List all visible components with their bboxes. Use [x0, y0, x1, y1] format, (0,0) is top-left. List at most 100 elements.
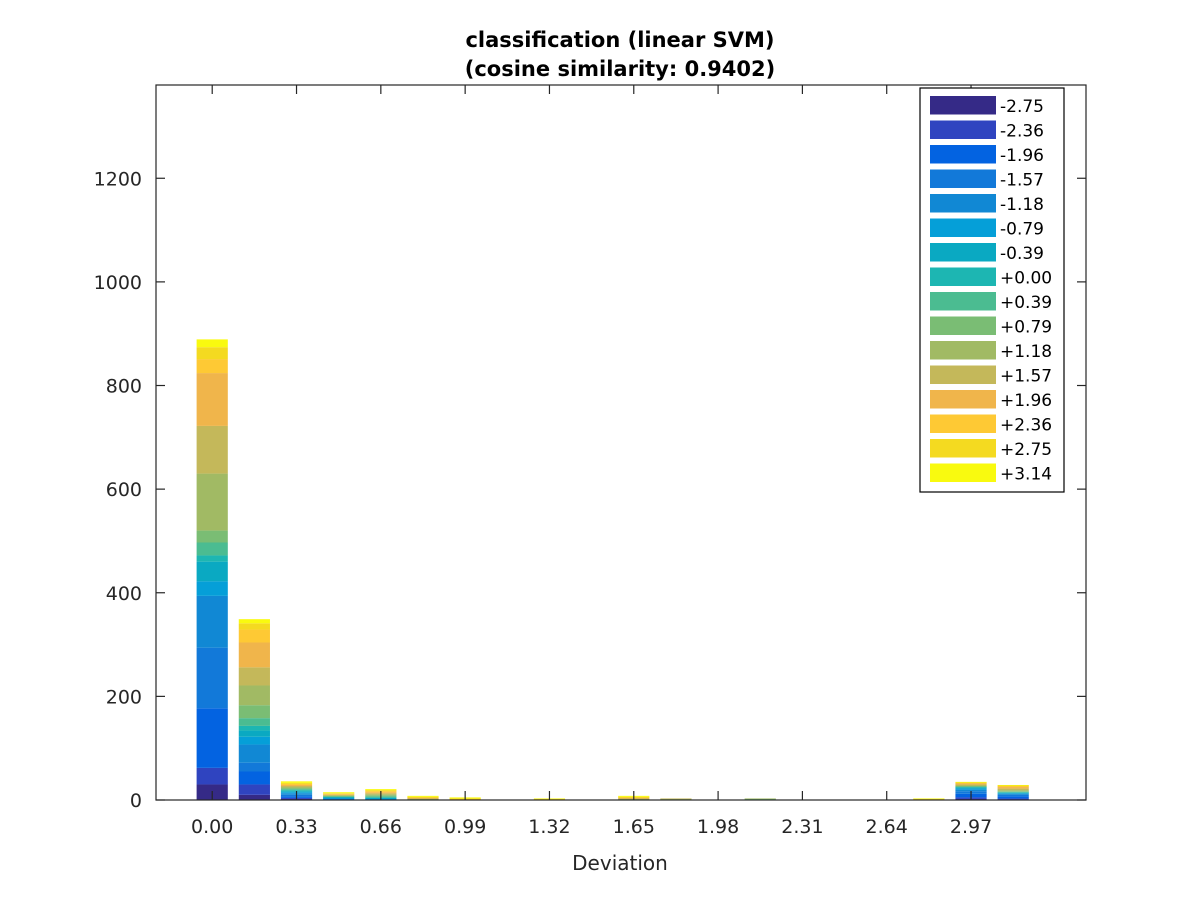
- bar-segment-0-1: [196, 767, 228, 785]
- x-tick-label: 2.31: [781, 816, 823, 838]
- bar-segment-2-14: [280, 782, 313, 784]
- bar-segment-0-15: [196, 339, 228, 348]
- bar-segment-0-5: [196, 581, 228, 596]
- legend-swatch: [930, 96, 996, 115]
- bar-segment-0-4: [196, 595, 228, 648]
- bar-segment-4-15: [365, 789, 397, 791]
- x-tick-label: 1.98: [697, 816, 739, 838]
- bar-segment-3-15: [323, 792, 355, 794]
- bar-segment-2-11: [280, 786, 313, 788]
- bar-segment-1-3: [238, 762, 270, 772]
- bar-segment-13-9: [744, 798, 776, 800]
- bar-segment-0-6: [196, 561, 228, 582]
- bar-segment-0-7: [196, 555, 228, 562]
- bar-segment-1-0: [238, 794, 270, 800]
- bar-segment-18-15: [955, 781, 987, 783]
- bar-segment-2-13: [280, 783, 313, 785]
- bar-segment-19-4: [997, 793, 1029, 795]
- legend-label: +1.57: [1000, 367, 1052, 387]
- bar-segment-3-13: [323, 793, 355, 795]
- bar-segment-1-1: [238, 784, 270, 795]
- bar-segment-0-3: [196, 647, 228, 709]
- bar-segment-19-3: [997, 794, 1029, 797]
- legend-swatch: [930, 267, 996, 286]
- bar-segment-2-9: [280, 788, 313, 790]
- bar-segment-19-14: [997, 785, 1029, 787]
- bar-segment-1-9: [238, 705, 270, 719]
- bar-segment-18-10: [955, 785, 987, 787]
- bar-segment-18-13: [955, 782, 987, 784]
- bar-segment-13-10: [744, 798, 776, 800]
- bar-segment-1-8: [238, 718, 270, 726]
- bar-segment-4-14: [365, 790, 397, 792]
- legend-swatch: [930, 145, 996, 164]
- y-tick-label: 600: [106, 479, 142, 501]
- y-tick-label: 1200: [94, 168, 142, 190]
- legend-label: +1.96: [1000, 391, 1052, 411]
- legend-label: -1.96: [1000, 146, 1044, 166]
- legend-label: -2.36: [1000, 122, 1044, 142]
- legend-swatch: [930, 169, 996, 188]
- bar-segment-5-10: [407, 798, 439, 800]
- bar-segment-18-12: [955, 783, 987, 785]
- bar-segment-0-12: [196, 373, 228, 426]
- bar-segment-3-14: [323, 793, 355, 794]
- bar-segment-18-9: [955, 786, 987, 787]
- bar-segment-18-8: [955, 786, 987, 788]
- bar-segment-11-11: [660, 798, 692, 800]
- legend-label: +3.14: [1000, 465, 1052, 485]
- bar-segment-18-14: [955, 782, 987, 783]
- bar-segment-2-8: [280, 789, 313, 791]
- x-tick-label: 2.97: [950, 816, 992, 838]
- y-tick-label: 1000: [94, 272, 142, 294]
- bar-segment-0-9: [196, 530, 228, 543]
- bar-segment-19-1: [997, 798, 1029, 800]
- y-tick-label: 200: [106, 686, 142, 708]
- x-tick-label: 1.65: [613, 816, 655, 838]
- legend-swatch: [930, 292, 996, 311]
- bar-segment-1-13: [238, 629, 270, 643]
- bar-segment-0-14: [196, 347, 228, 360]
- x-tick-label: 0.66: [360, 816, 402, 838]
- legend-swatch: [930, 414, 996, 433]
- bar-segment-3-3: [323, 798, 355, 800]
- bar-segment-11-10: [660, 798, 692, 800]
- bar-segment-1-10: [238, 685, 270, 706]
- bar-segment-3-9: [323, 795, 355, 797]
- legend-swatch: [930, 439, 996, 458]
- bar-segment-3-7: [323, 796, 355, 798]
- bar-segment-18-4: [955, 789, 987, 792]
- chart-subtitle: (cosine similarity: 0.9402): [465, 57, 775, 81]
- bar-segment-2-10: [280, 787, 313, 789]
- legend-label: -1.18: [1000, 195, 1044, 215]
- legend: -2.75 -2.36 -1.96 -1.57 -1.18 -0.79 -0.39 +0.00…: [919, 87, 1065, 493]
- x-tick-label: 0.00: [191, 816, 233, 838]
- bar-segment-18-5: [955, 788, 987, 790]
- legend-label: -0.79: [1000, 220, 1044, 240]
- legend-label: +0.00: [1000, 269, 1052, 289]
- legend-label: +1.18: [1000, 342, 1052, 362]
- bar-segment-2-7: [280, 790, 313, 792]
- legend-label: +2.36: [1000, 416, 1052, 436]
- bar-segment-19-15: [997, 784, 1029, 786]
- legend-swatch: [930, 194, 996, 213]
- bar-segment-1-6: [238, 730, 270, 737]
- legend-label: -2.75: [1000, 97, 1044, 117]
- legend-label: -0.39: [1000, 244, 1044, 264]
- ticks-layer: 0 200 400 600 800 1000 1200 0.00 0.33 0.66 0.99 1.3…: [94, 85, 1086, 838]
- bar-segment-18-6: [955, 787, 987, 789]
- y-tick-label: 0: [130, 790, 142, 812]
- bar-segment-0-10: [196, 473, 228, 531]
- bar-segment-19-2: [997, 796, 1029, 799]
- bar-segment-5-12: [407, 797, 439, 799]
- bar-segment-5-14: [407, 796, 439, 798]
- bar-segment-0-2: [196, 708, 228, 768]
- y-tick-label: 800: [106, 376, 142, 398]
- bar-segment-19-13: [997, 786, 1029, 788]
- legend-swatch: [930, 316, 996, 335]
- legend-swatch: [930, 218, 996, 237]
- legend-swatch: [930, 463, 996, 482]
- bar-segment-3-6: [323, 797, 355, 799]
- chart-title: classification (linear SVM): [465, 28, 774, 52]
- bar-segment-19-8: [997, 791, 1029, 793]
